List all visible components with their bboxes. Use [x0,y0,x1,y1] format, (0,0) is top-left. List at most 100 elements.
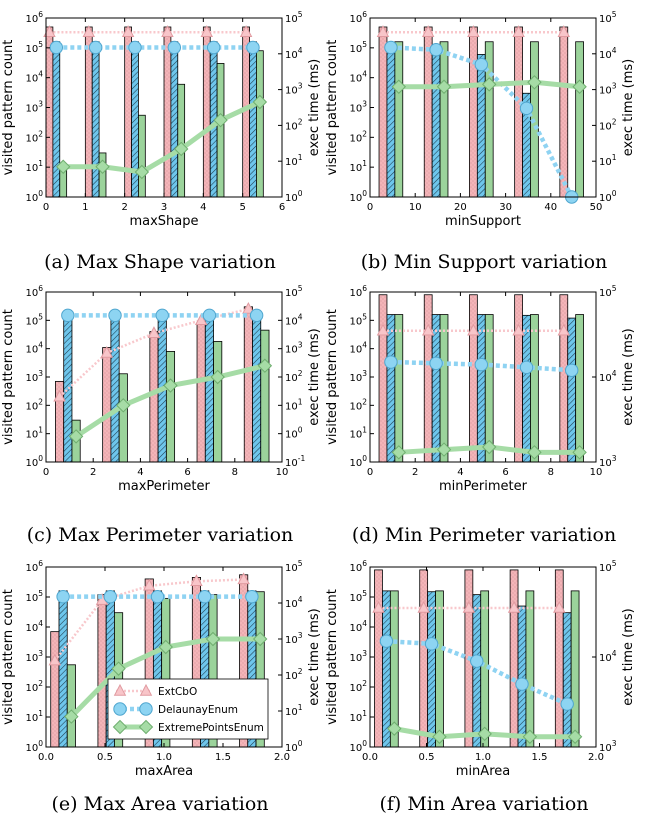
y2-tick-label: 105 [599,10,617,25]
extremepointsenum-bar [213,341,223,463]
extremepointsenum-bar [394,41,404,198]
y2-tick-label: 101 [285,703,303,718]
y-axis-label: visited pattern count [1,309,16,445]
delaunayenum-marker [470,654,484,668]
y-tick-label: 100 [349,189,367,204]
y-tick-label: 105 [25,40,43,55]
extremepointsenum-bar [216,63,225,198]
extcbo-marker [557,25,571,37]
y-axis-label: visited pattern count [1,589,16,725]
extremepointsenum-marker [432,729,447,744]
delaunayenum-marker [519,101,534,116]
extremepointsenum-bar [575,41,584,198]
x-tick-label: 2.0 [274,752,290,763]
extremepointsenum-marker [116,398,131,413]
legend-label: DelaunayEnum [158,704,238,716]
delaunayenum-marker [206,40,221,55]
y-tick-label: 102 [349,129,367,144]
delaunayenum-marker [515,677,529,691]
legend: ExtCbO DelaunayEnum ExtremePointsEnum [107,678,269,740]
y-tick-label: 106 [25,559,43,574]
x-tick-label: 5 [239,202,245,213]
delaunayenum-marker [424,637,439,651]
delaunayenum-bar [63,314,73,463]
extcbo-marker [507,600,521,613]
delaunayenum-marker [56,589,70,604]
y-tick-label: 105 [349,40,367,55]
extremepointsenum-bar [118,373,128,463]
extremepointsenum-bar [66,664,76,748]
extcbo-marker [190,574,203,587]
x-tick-label: 4 [200,202,206,213]
y-tick-label: 104 [349,341,367,356]
y-tick-label: 100 [25,189,43,204]
extcbo-bar [84,26,93,198]
legend-label: ExtCbO [158,686,197,698]
x-tick-label: 0 [43,202,49,213]
delaunayenum-bar [517,605,527,748]
y2-tick-label: 103 [285,631,303,646]
y-tick-label: 105 [25,312,43,327]
extremepointsenum-marker [252,631,268,647]
y-tick-label: 106 [25,10,43,25]
delaunayenum-marker [249,308,264,323]
y2-tick-label: 101 [599,153,617,168]
extremepointsenum-marker [205,631,221,647]
y-tick-label: 101 [25,159,43,174]
y2-axis-label: exec time (ms) [621,59,636,156]
delaunayenum-marker [474,357,489,372]
extcbo-bar [196,322,206,463]
x-tick-label: 0.5 [97,752,113,763]
y-tick-label: 101 [25,426,43,441]
extcbo-marker [143,578,156,591]
delaunayenum-marker [167,40,182,55]
y-tick-label: 103 [349,369,367,384]
y2-tick-label: 102 [285,117,303,132]
y2-tick-label: 105 [599,284,617,299]
delaunayenum-bar [252,314,262,463]
y-tick-label: 103 [25,369,43,384]
extcbo-marker [147,326,161,338]
extcbo-marker [512,323,525,336]
extcbo-bar [163,26,172,198]
extcbo-marker [467,323,480,336]
extremepointsenum-marker [436,79,452,94]
delaunayenum-bar [204,314,214,463]
panel-caption: (c) Max Perimeter variation [27,524,294,546]
y2-tick-label: 104 [599,649,617,664]
y2-tick-label: 103 [599,454,617,469]
y-tick-label: 100 [25,739,43,754]
delaunayenum-bar [567,317,577,463]
extcbo-marker [43,25,56,37]
legend-marker [113,702,127,716]
x-tick-label: 2 [412,467,418,478]
delaunayenum-marker [150,589,165,604]
legend-marker [139,702,153,716]
extcbo-bar [45,26,54,198]
extcbo-marker [239,25,253,37]
y-tick-label: 101 [349,709,367,724]
y-tick-label: 106 [349,10,367,25]
extcbo-marker [82,25,96,37]
extcbo-marker [161,25,174,37]
extremepointsenum-bar [570,590,580,748]
extcbo-line [53,578,244,662]
y-tick-label: 100 [349,739,367,754]
extremepointsenum-marker [387,721,402,736]
extremepointsenum-marker [527,75,542,90]
delaunayenum-marker [246,40,260,55]
x-tick-label: 8 [232,467,238,478]
extcbo-marker [48,653,62,666]
x-tick-label: 1.5 [215,752,231,763]
delaunayenum-bar [52,41,61,198]
x-tick-label: 2 [121,202,127,213]
y-axis-label: visited pattern count [325,40,340,176]
y2-axis-label: exec time (ms) [307,328,322,425]
delaunayenum-bar [431,314,441,463]
y-tick-label: 100 [349,454,367,469]
delaunayenum-marker [519,360,534,375]
x-tick-label: 0 [367,467,373,478]
x-tick-label: 2 [90,467,96,478]
extcbo-marker [421,25,435,37]
